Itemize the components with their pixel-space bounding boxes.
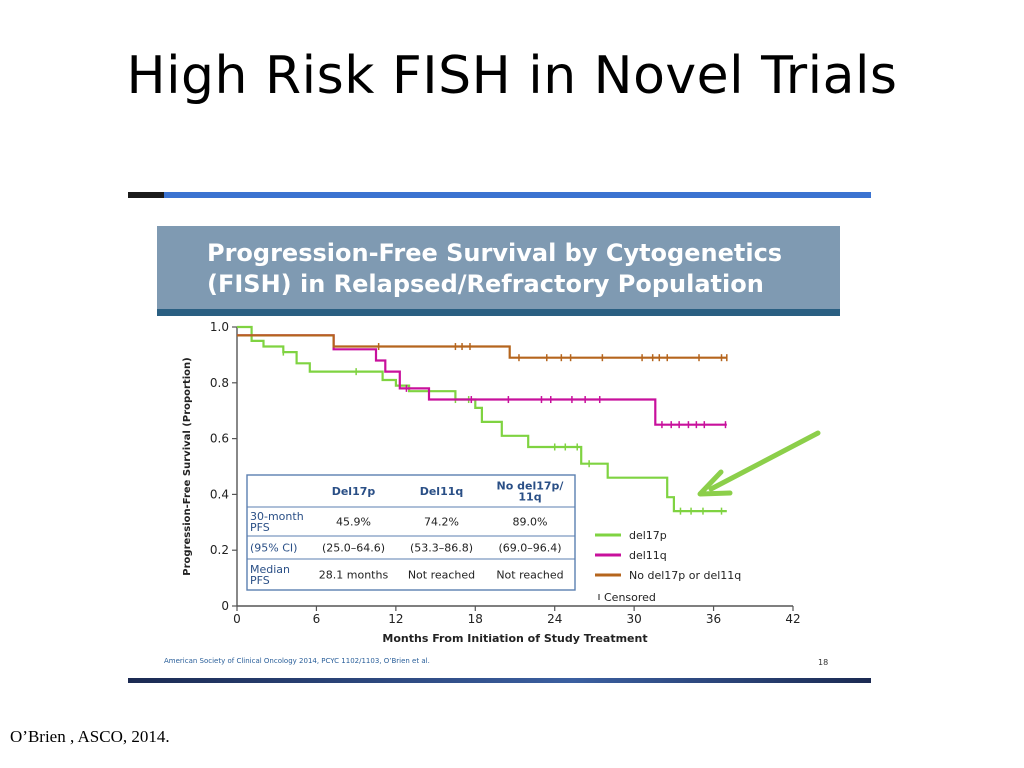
top-accent-dark bbox=[128, 192, 164, 198]
figure-panel: Progression-Free Survival by Cytogenetic… bbox=[128, 192, 871, 683]
page-number: 18 bbox=[818, 658, 829, 667]
table-row-label: 30-month bbox=[250, 510, 304, 523]
x-tick-label: 36 bbox=[706, 612, 721, 626]
table-header-cell: Del11q bbox=[420, 485, 464, 498]
table-row-label: PFS bbox=[250, 521, 270, 534]
series-0 bbox=[237, 325, 727, 515]
x-tick-label: 18 bbox=[468, 612, 483, 626]
arrow-shaft bbox=[708, 430, 821, 492]
chart-curves bbox=[237, 325, 728, 515]
x-tick-label: 24 bbox=[547, 612, 562, 626]
table-cell: 45.9% bbox=[336, 516, 371, 529]
table-row-label: (95% CI) bbox=[250, 542, 297, 555]
y-tick-label: 0.2 bbox=[210, 543, 229, 557]
figure-header-line-1: Progression-Free Survival by Cytogenetic… bbox=[207, 239, 783, 267]
x-axis-label: Months From Initiation of Study Treatmen… bbox=[382, 632, 647, 645]
y-tick-label: 0 bbox=[221, 599, 229, 613]
pfs-chart: 0 6 12 18 24 30 36 42 0 0.2 0.4 0.6 0.8 1.0 Months Fro… bbox=[182, 320, 821, 645]
x-tick-label: 42 bbox=[785, 612, 800, 626]
chart-axes: 0 6 12 18 24 30 36 42 0 0.2 0.4 0.6 0.8 1.0 Months Fro… bbox=[182, 320, 801, 645]
slide-title: High Risk FISH in Novel Trials bbox=[126, 46, 898, 106]
x-tick-label: 30 bbox=[627, 612, 642, 626]
table-cell: 28.1 months bbox=[319, 569, 389, 582]
series-line bbox=[237, 334, 727, 426]
y-axis-label: Progression-Free Survival (Proportion) bbox=[182, 357, 193, 575]
table-cell: (53.3–86.8) bbox=[410, 542, 473, 555]
table-cell: Not reached bbox=[408, 569, 475, 582]
y-tick-label: 0.4 bbox=[210, 487, 229, 501]
table-frame bbox=[246, 474, 576, 591]
table-cell: 89.0% bbox=[513, 516, 548, 529]
y-tick-label: 1.0 bbox=[210, 320, 229, 334]
x-tick-label: 0 bbox=[233, 612, 241, 626]
legend-label: del11q bbox=[629, 549, 667, 562]
series-line bbox=[237, 334, 727, 359]
chart-legend: del17p del11q No del17p or del11q Censored bbox=[595, 529, 741, 604]
source-note: American Society of Clinical Oncology 20… bbox=[164, 657, 430, 665]
table-row-label: Median bbox=[250, 563, 290, 576]
x-tick-label: 6 bbox=[313, 612, 321, 626]
arrow-head bbox=[697, 469, 733, 497]
table-cell: (69.0–96.4) bbox=[498, 542, 561, 555]
series-2 bbox=[237, 334, 728, 362]
figure-header: Progression-Free Survival by Cytogenetic… bbox=[157, 226, 840, 316]
figure-header-line-2: (FISH) in Relapsed/Refractory Population bbox=[207, 270, 764, 298]
table-row-label: PFS bbox=[250, 574, 270, 587]
table-cell: 74.2% bbox=[424, 516, 459, 529]
callout-arrow bbox=[697, 430, 821, 497]
table-header-cell: No del17p/ bbox=[497, 480, 565, 493]
top-accent-bar bbox=[128, 192, 871, 198]
y-tick-label: 0.8 bbox=[210, 376, 229, 390]
bottom-accent-bar bbox=[128, 678, 871, 683]
x-tick-label: 12 bbox=[388, 612, 403, 626]
table-header-cell: Del17p bbox=[332, 485, 376, 498]
legend-label: No del17p or del11q bbox=[629, 569, 741, 582]
citation: O’Brien , ASCO, 2014. bbox=[10, 727, 170, 746]
header-stripe bbox=[157, 309, 840, 316]
legend-label: del17p bbox=[629, 529, 667, 542]
table-cell: (25.0–64.6) bbox=[322, 542, 385, 555]
table-cell: Not reached bbox=[496, 569, 563, 582]
legend-censored-label: Censored bbox=[604, 591, 656, 604]
series-1 bbox=[237, 334, 727, 429]
table-header-cell: 11q bbox=[518, 491, 541, 504]
y-tick-label: 0.6 bbox=[210, 432, 229, 446]
